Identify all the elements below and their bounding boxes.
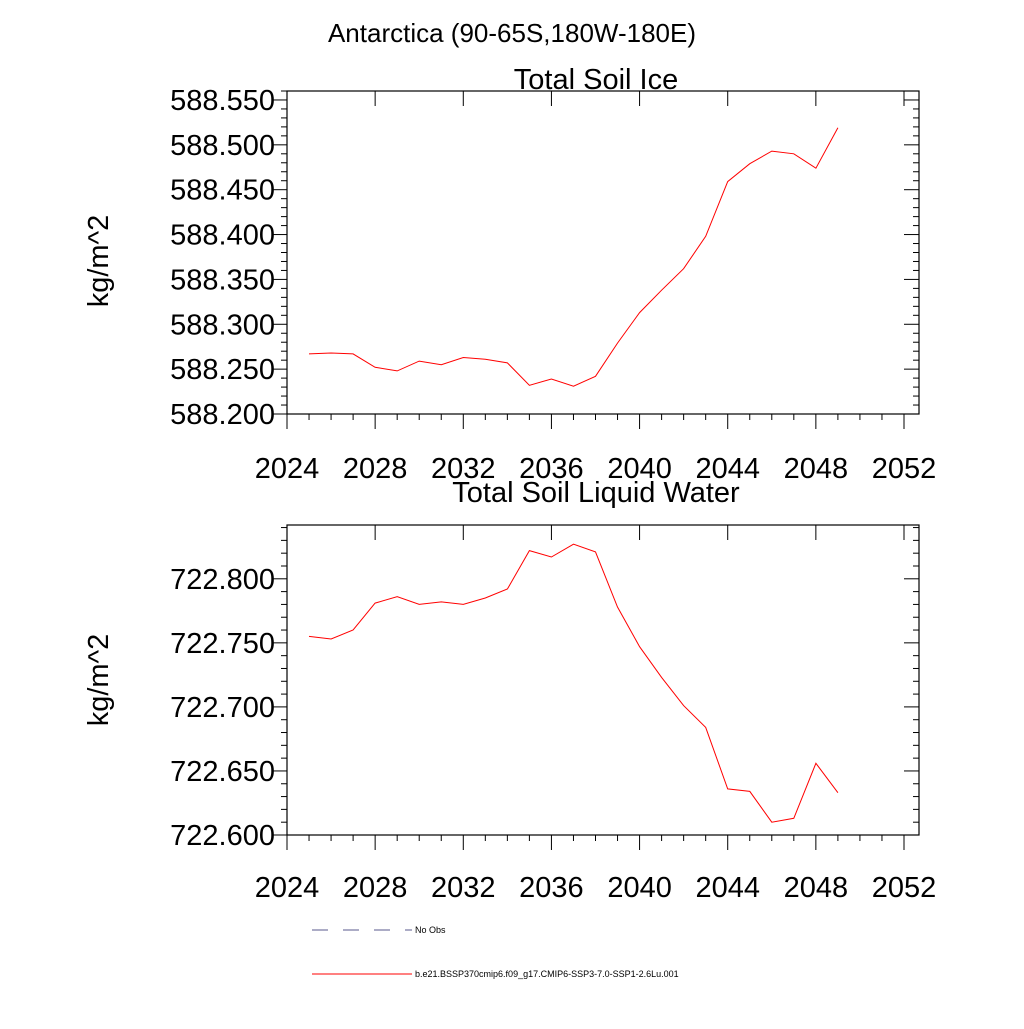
- x-tick-label: 2040: [607, 872, 672, 904]
- x-tick-label: 2024: [255, 453, 320, 485]
- legend-label: No Obs: [415, 925, 446, 935]
- series-line: [308, 127, 839, 387]
- y-tick-label: 588.350: [170, 264, 275, 296]
- x-tick-label: 2036: [519, 453, 584, 485]
- y-axis-label: kg/m^2: [83, 634, 115, 727]
- y-tick-label: 722.700: [170, 692, 275, 724]
- series-line: [308, 543, 839, 823]
- plot-frame: [286, 90, 920, 415]
- y-tick-label: 588.200: [170, 399, 275, 431]
- y-tick-label: 722.600: [170, 820, 275, 852]
- x-tick-label: 2040: [607, 453, 672, 485]
- series-lines: [308, 127, 839, 387]
- y-tick-label: 588.500: [170, 130, 275, 162]
- x-tick-label: 2048: [784, 872, 849, 904]
- x-tick-label: 2032: [431, 872, 496, 904]
- tick-marks: [272, 525, 919, 850]
- y-tick-label: 722.800: [170, 564, 275, 596]
- panel-total-soil-liquid-water: Total Soil Liquid Water kg/m^2 2024 2028 2…: [83, 477, 936, 904]
- figure-title: Antarctica (90-65S,180W-180E): [328, 18, 696, 48]
- y-tick-label: 588.450: [170, 175, 275, 207]
- x-tick-labels: 2024 2028 2032 2036 2040 2044 2048 2052: [255, 872, 937, 904]
- x-tick-label: 2044: [695, 872, 760, 904]
- y-tick-label: 588.250: [170, 354, 275, 386]
- x-tick-label: 2048: [784, 453, 849, 485]
- x-tick-label: 2032: [431, 453, 496, 485]
- y-tick-labels: 722.600 722.650 722.700 722.750 722.800: [170, 564, 275, 852]
- x-tick-label: 2028: [343, 872, 408, 904]
- x-tick-label: 2028: [343, 453, 408, 485]
- legend: No Obs b.e21.BSSP370cmip6.f09_g17.CMIP6-…: [312, 925, 679, 979]
- legend-item-model-run: b.e21.BSSP370cmip6.f09_g17.CMIP6-SSP3-7.…: [312, 969, 679, 979]
- y-tick-labels: 588.200 588.250 588.300 588.350 588.400 588.4…: [170, 85, 275, 431]
- y-tick-label: 588.300: [170, 309, 275, 341]
- legend-label: b.e21.BSSP370cmip6.f09_g17.CMIP6-SSP3-7.…: [415, 969, 679, 979]
- y-tick-label: 588.550: [170, 85, 275, 117]
- tick-marks: [272, 90, 919, 429]
- panel-total-soil-ice: Total Soil Ice kg/m^2 2024 2028 2032 2036 20…: [83, 64, 936, 485]
- x-tick-label: 2052: [872, 872, 937, 904]
- x-tick-label: 2036: [519, 872, 584, 904]
- x-tick-label: 2044: [695, 453, 760, 485]
- legend-item-no-obs: No Obs: [312, 925, 446, 935]
- x-tick-labels: 2024 2028 2032 2036 2040 2044 2048 2052: [255, 453, 937, 485]
- panel-title: Total Soil Liquid Water: [452, 477, 740, 509]
- y-tick-label: 588.400: [170, 220, 275, 252]
- y-tick-label: 722.650: [170, 756, 275, 788]
- x-tick-label: 2024: [255, 872, 320, 904]
- series-lines: [308, 543, 839, 823]
- plot-frame: [286, 524, 920, 836]
- x-tick-label: 2052: [872, 453, 937, 485]
- y-tick-label: 722.750: [170, 628, 275, 660]
- y-axis-label: kg/m^2: [83, 215, 115, 308]
